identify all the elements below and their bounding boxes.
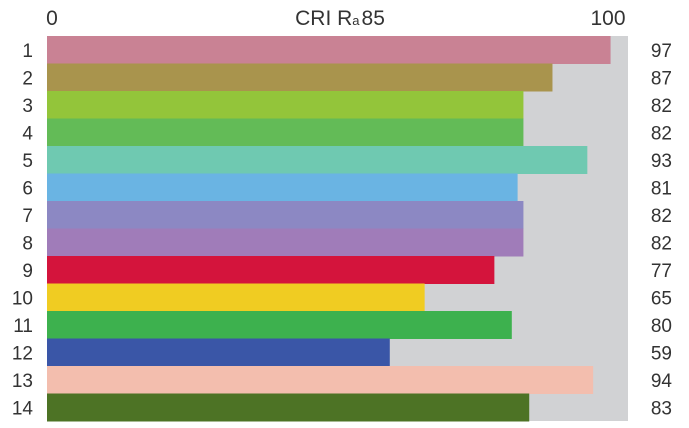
- value-label-2: 87: [651, 68, 672, 89]
- value-label-7: 82: [651, 206, 672, 227]
- title-value: 85: [362, 7, 385, 30]
- value-label-9: 77: [651, 261, 672, 282]
- title-subscript: a: [352, 13, 360, 28]
- bar-7: [47, 201, 524, 229]
- value-label-14: 83: [651, 398, 672, 419]
- category-label-5: 5: [22, 151, 33, 172]
- value-label-1: 97: [651, 41, 672, 62]
- bar-2: [47, 63, 553, 92]
- value-label-4: 82: [651, 123, 672, 144]
- bar-3: [47, 91, 524, 119]
- title-main: CRI R: [295, 7, 352, 30]
- category-label-13: 13: [12, 371, 33, 392]
- value-label-10: 65: [651, 288, 672, 309]
- bar-1: [47, 36, 611, 64]
- value-label-13: 94: [651, 371, 673, 392]
- category-label-12: 12: [12, 343, 33, 364]
- category-label-11: 11: [13, 316, 33, 337]
- value-label-5: 93: [651, 151, 672, 172]
- category-label-6: 6: [22, 178, 33, 199]
- value-labels: 97 87 82 82 93 81 82 82 77 65 80 59 94 83: [651, 41, 673, 420]
- bar-14: [47, 393, 530, 422]
- bar-5: [47, 146, 588, 174]
- bar-8: [47, 228, 524, 257]
- category-label-10: 10: [12, 288, 33, 309]
- bar-9: [47, 256, 495, 284]
- bar-10: [47, 283, 425, 312]
- bar-12: [47, 338, 390, 367]
- category-label-1: 1: [22, 41, 33, 62]
- category-label-14: 14: [12, 398, 34, 419]
- category-label-3: 3: [22, 96, 33, 117]
- bar-13: [47, 366, 594, 394]
- bars-group: [47, 36, 611, 422]
- category-label-8: 8: [22, 233, 33, 254]
- value-label-3: 82: [651, 96, 672, 117]
- bar-11: [47, 311, 512, 339]
- value-label-11: 80: [651, 316, 672, 337]
- bar-6: [47, 173, 518, 202]
- x-tick-max: 100: [590, 7, 625, 30]
- category-label-2: 2: [22, 68, 33, 89]
- category-label-7: 7: [22, 206, 33, 227]
- x-tick-min: 0: [46, 7, 58, 30]
- chart-title: CRI Ra85: [295, 7, 385, 30]
- bar-4: [47, 118, 524, 147]
- value-label-12: 59: [651, 343, 672, 364]
- category-label-9: 9: [22, 261, 33, 282]
- category-label-4: 4: [22, 123, 33, 144]
- value-label-8: 82: [651, 233, 672, 254]
- value-label-6: 81: [651, 178, 672, 199]
